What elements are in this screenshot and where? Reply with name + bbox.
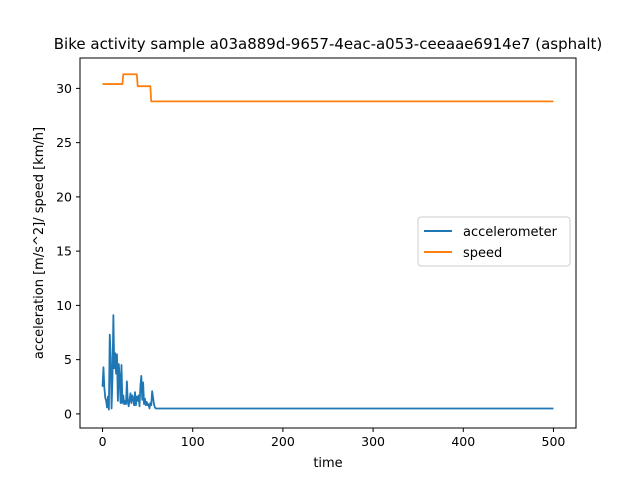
x-tick-label: 0 — [99, 434, 107, 449]
x-tick-label: 300 — [361, 434, 385, 449]
legend-speed-label: speed — [463, 246, 502, 261]
series-line-speed — [102, 73, 554, 103]
x-tick-label: 400 — [451, 434, 475, 449]
series-layer — [101, 73, 554, 411]
x-tick-label: 500 — [542, 434, 566, 449]
y-tick-label: 15 — [56, 244, 72, 259]
x-tick-label: 200 — [271, 434, 295, 449]
y-tick-label: 0 — [64, 406, 72, 421]
y-tick-label: 25 — [56, 135, 72, 150]
y-tick-label: 5 — [64, 352, 72, 367]
x-axis: 0 100 200 300 400 500 — [99, 428, 566, 449]
x-axis-label: time — [313, 456, 342, 471]
legend-box — [417, 216, 571, 267]
x-tick-label: 100 — [181, 434, 205, 449]
y-tick-label: 20 — [56, 189, 72, 204]
y-tick-label: 10 — [56, 298, 72, 313]
series-line-accelerometer — [101, 314, 554, 411]
plot-frame — [79, 57, 577, 429]
legend-accelerometer-label: accelerometer — [463, 225, 558, 240]
y-axis-label: acceleration [m/s^2]/ speed [km/h] — [32, 127, 47, 359]
chart-title: Bike activity sample a03a889d-9657-4eac-… — [54, 35, 602, 53]
y-tick-label: 30 — [56, 81, 72, 96]
legend: accelerometer speed — [417, 216, 571, 267]
y-axis: 0 5 10 15 20 25 30 — [56, 81, 80, 421]
